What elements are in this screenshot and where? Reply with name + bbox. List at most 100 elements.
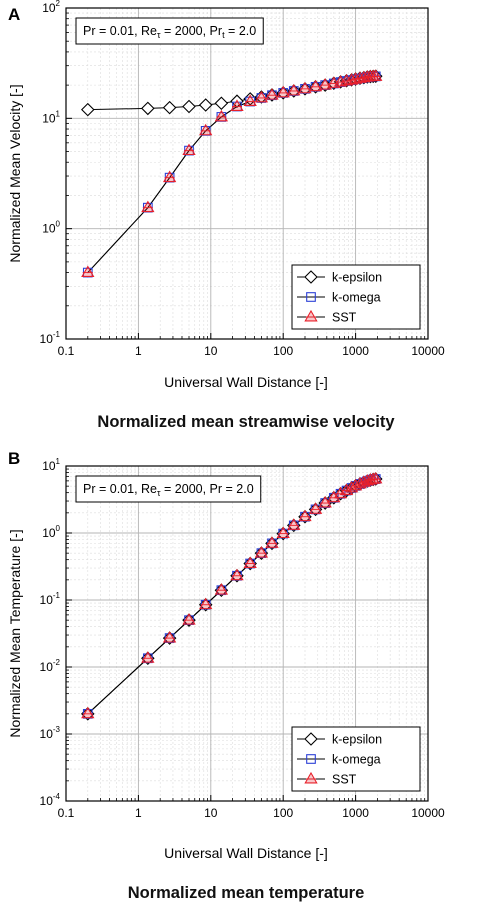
panel-b-y-tick-base: 10 — [40, 593, 54, 607]
panel-a-series-line-SST — [87, 75, 376, 273]
panel-a-legend-marker-k-omega — [306, 292, 316, 302]
panel-a-legend-marker-k-epsilon — [304, 270, 318, 284]
panel-b-x-tick-label: 1000 — [342, 806, 369, 820]
panel-b-plot: 0.1 1 10 100 1000 1000010-410-310-210-1100101… — [40, 457, 445, 820]
panel-b-y-tick-exp: -3 — [53, 725, 61, 734]
panel-a-y-tick-label: 100 — [42, 220, 60, 236]
panel-b-y-tick-base: 10 — [40, 794, 54, 808]
panel-a-annotation-box — [75, 17, 264, 45]
panel-a-y-tick-base: 10 — [42, 222, 56, 236]
panel-a-series-line-k-omega — [87, 75, 376, 273]
panel-b-annotation-box — [75, 475, 262, 503]
panel-a-point-k-epsilon — [81, 102, 95, 117]
panel-b-series-line-k-omega — [87, 478, 376, 715]
panel-b-y-tick-base: 10 — [40, 727, 54, 741]
panel-b-legend-label-SST: SST — [332, 773, 357, 787]
panel-a-point-k-epsilon — [162, 100, 177, 115]
panel-b-point-SST — [333, 486, 348, 499]
panel-a-point-SST — [230, 99, 244, 111]
panel-b-legend-label-k-epsilon: k-epsilon — [332, 733, 382, 747]
panel-a-point-SST — [265, 88, 279, 100]
panel-a-y-tick-base: 10 — [42, 1, 56, 15]
panel-a-point-SST — [214, 109, 229, 122]
panel-a-point-SST — [162, 170, 177, 183]
panel-b-label: B — [8, 449, 20, 468]
panel-b-y-tick-exp: -1 — [53, 591, 61, 600]
panel-a-y-tick-exp: 0 — [56, 220, 61, 229]
panel-b-y-tick-label: 10-3 — [40, 725, 61, 741]
panel-a-point-SST — [308, 79, 323, 92]
panel-b-point-SST — [182, 613, 196, 625]
panel-b-x-axis-label: Universal Wall Distance [-] — [164, 845, 328, 861]
panel-a-label: A — [8, 5, 20, 24]
panel-b-y-tick-exp: 1 — [56, 457, 61, 466]
panel-b-point-SST — [199, 597, 213, 610]
panel-a-x-tick-label: 0.1 — [58, 344, 75, 358]
panel-b-y-axis-label: Normalized Mean Temperature [-] — [7, 529, 23, 737]
panel-b-point-SST — [141, 651, 155, 663]
panel-b-y-tick-label: 10-1 — [40, 591, 61, 607]
panel-b-point-SST — [265, 536, 279, 548]
panel-a-x-tick-label: 10000 — [411, 344, 445, 358]
panel-a-legend-label-SST: SST — [332, 311, 357, 325]
panel-b-plot-frame — [65, 465, 429, 802]
panel-b-x-tick-label: 0.1 — [58, 806, 75, 820]
panel-a-x-tick-label: 100 — [273, 344, 293, 358]
panel-a-y-tick-base: 10 — [40, 332, 54, 346]
panel-b-annotation-text: Pr = 0.01, Reτ = 2000, Pr = 2.0 — [83, 482, 254, 498]
panel-b-y-tick-exp: -4 — [53, 792, 61, 801]
panel-b-point-SST — [287, 518, 301, 530]
panel-a-y-tick-label: 101 — [42, 109, 60, 125]
panel-a-legend-label-k-epsilon: k-epsilon — [332, 271, 382, 285]
panel-b-x-tick-label: 10000 — [411, 806, 445, 820]
panel-b-point-SST — [243, 556, 257, 568]
panel-b-series-markers-k-epsilon — [81, 472, 383, 721]
panel-a-y-tick-exp: 2 — [56, 0, 61, 8]
panel-a-point-SST — [287, 83, 301, 96]
panel-b-legend-marker-SST — [304, 771, 318, 784]
panel-b-legend-marker-k-epsilon — [304, 732, 318, 746]
panel-a-y-tick-base: 10 — [42, 111, 56, 125]
panel-a-point-k-epsilon — [141, 101, 155, 116]
panel-b-y-tick-exp: 0 — [56, 524, 61, 533]
panel-b-caption: Normalized mean temperature — [128, 884, 365, 902]
panel-a-x-tick-label: 1 — [135, 344, 142, 358]
panel-b-point-SST — [327, 490, 341, 503]
panel-b-x-tick-label: 100 — [273, 806, 293, 820]
panel-b-point-SST — [369, 471, 383, 484]
panel-b-point-SST — [276, 526, 290, 539]
panel-a-y-tick-exp: 1 — [56, 109, 61, 118]
panel-b-y-tick-base: 10 — [42, 526, 56, 540]
panel-a-legend: k-epsilon k-omega SST — [291, 264, 421, 330]
panel-b-y-tick-base: 10 — [40, 660, 54, 674]
panel-a-point-SST — [243, 94, 257, 106]
panel-a-y-tick-exp: -1 — [53, 330, 61, 339]
panel-b-y-tick-exp: -2 — [53, 658, 61, 667]
panel-b-legend: k-epsilon k-omega SST — [291, 726, 421, 792]
panel-a-point-k-epsilon — [214, 96, 229, 111]
panel-b-x-tick-label: 10 — [204, 806, 218, 820]
panel-b-point-SST — [162, 630, 177, 643]
panel-a-annotation-text: Pr = 0.01, Reτ = 2000, Prt = 2.0 — [83, 24, 256, 40]
panel-b-series-line-SST — [87, 478, 376, 715]
panel-b-series-markers-SST — [81, 471, 383, 719]
panel-a-y-axis-label: Normalized Mean Velocity [-] — [7, 84, 23, 262]
panel-b-y-tick-base: 10 — [42, 459, 56, 473]
panel-a-point-SST — [254, 90, 269, 103]
panel-a-plot-frame — [65, 7, 429, 340]
panel-b-x-tick-label: 1 — [135, 806, 142, 820]
panel-a-point-k-epsilon — [198, 98, 213, 112]
panel-a-y-tick-label: 102 — [42, 0, 60, 15]
panel-b-series-line-k-epsilon — [87, 478, 376, 715]
panel-b-y-tick-label: 10-4 — [40, 792, 61, 808]
panel-a-series-markers-k-omega — [82, 71, 381, 278]
panel-b-legend-label-k-omega: k-omega — [332, 753, 381, 767]
panel-b-y-tick-label: 101 — [42, 457, 60, 473]
panel-a-point-SST — [298, 81, 312, 94]
panel-b-point-SST — [254, 546, 269, 558]
panel-a-x-axis-label: Universal Wall Distance [-] — [164, 374, 328, 390]
panel-a-point-SST — [369, 69, 383, 81]
panel-a-caption: Normalized mean streamwise velocity — [97, 413, 395, 431]
